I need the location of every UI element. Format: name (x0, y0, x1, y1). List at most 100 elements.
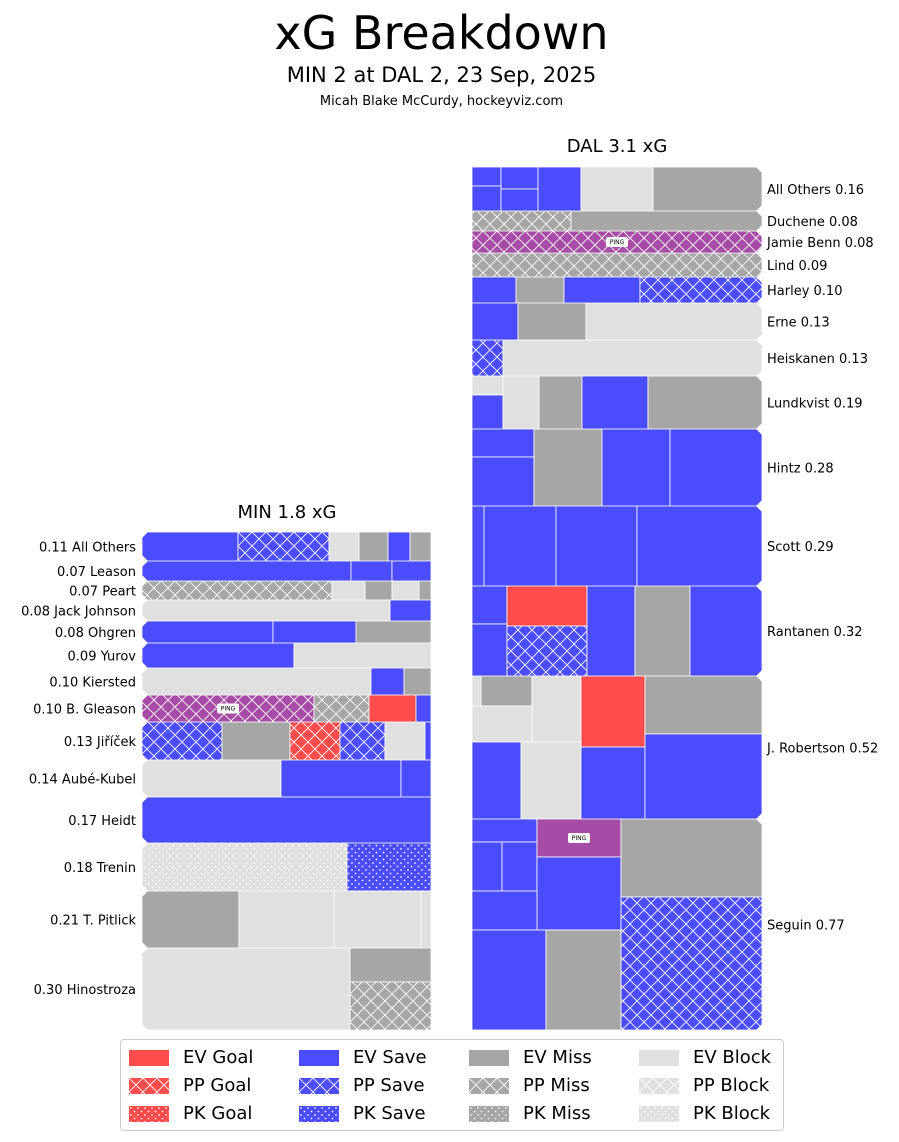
pp-hatch-overlay (507, 626, 587, 676)
dal-heiskanen-block-cell (502, 340, 762, 376)
dal-j-robertson-block-cell (531, 676, 582, 743)
min-player-yurov: 0.09 Yurov (68, 643, 431, 668)
pp-hatch-overlay (314, 695, 369, 722)
dal-scott-save-cell (472, 506, 485, 586)
min-peart-miss-cell (364, 581, 393, 600)
min-player-label: 0.07 Leason (57, 565, 136, 580)
dal-all-others-save-cell (500, 188, 539, 211)
dal-player-label: Rantanen 0.32 (767, 625, 863, 640)
dal-seguin-miss-cell (545, 929, 622, 1030)
legend-swatch (299, 1106, 339, 1122)
legend-label: EV Save (353, 1047, 427, 1068)
pp-hatch-overlay (350, 982, 431, 1030)
dal-player-scott: Scott 0.29 (472, 506, 834, 586)
min-b-gleason-save-cell (415, 695, 431, 722)
min-yurov-block-cell (293, 643, 431, 668)
dal-hintz-save-cell (472, 429, 535, 458)
min-hinostroza-miss-cell (349, 948, 431, 983)
min-jiricek-block-cell (384, 722, 426, 760)
min-aube-kubel-save-cell (400, 760, 431, 797)
min-player-ohgren: 0.08 Ohgren (55, 621, 431, 643)
dal-player-seguin: PING Seguin 0.77 (472, 819, 845, 1030)
dal-seguin-save-cell (472, 929, 547, 1030)
dal-harley-save-cell (472, 277, 517, 303)
min-player-label: 0.10 B. Gleason (33, 703, 136, 718)
dal-hintz-save-cell (601, 429, 671, 506)
min-player-label: 0.30 Hinostroza (34, 983, 136, 998)
min-peart-miss-cell (418, 581, 431, 600)
legend-item-ev-block: EV Block (639, 1044, 771, 1072)
min-jack-johnson-save-cell (389, 600, 431, 621)
dal-lundkvist-save-cell (472, 394, 504, 429)
dal-j-robertson-block-cell (520, 741, 582, 819)
pp-hatch-overlay (472, 211, 571, 231)
xg-treemap-chart: 0.11 All Others 0.07 Leason 0.07 Peart 0.08… (21, 167, 878, 1030)
dal-hintz-save-cell (669, 429, 762, 506)
pk-dot-overlay (347, 843, 431, 891)
dal-player-label: Seguin 0.77 (767, 919, 845, 934)
dal-player-label: Heiskanen 0.13 (767, 352, 868, 367)
min-player-label: 0.10 Kiersted (49, 676, 136, 691)
min-player-b-gleason: PING 0.10 B. Gleason (33, 695, 431, 722)
legend-swatch (469, 1106, 509, 1122)
min-leason-save-cell (391, 561, 431, 581)
legend-swatch (129, 1050, 169, 1066)
legend-swatch (129, 1106, 169, 1122)
dal-player-label: All Others 0.16 (767, 183, 864, 198)
min-all-others-miss-cell (409, 532, 431, 561)
pk-dot-overlay (142, 843, 347, 891)
dal-player-label: Lundkvist 0.19 (767, 397, 863, 412)
legend-item-pk-save: PK Save (299, 1100, 426, 1128)
pp-hatch-overlay (142, 581, 332, 600)
legend-label: PP Miss (523, 1075, 590, 1096)
min-t-pitlick-miss-cell (142, 891, 240, 948)
min-player-label: 0.07 Peart (69, 585, 136, 600)
dal-player-heiskanen: Heiskanen 0.13 (472, 340, 868, 376)
min-aube-kubel-save-cell (280, 760, 402, 797)
legend-swatch (639, 1078, 679, 1094)
min-jack-johnson-block-cell (142, 600, 391, 621)
dal-erne-block-cell (585, 303, 762, 340)
min-player-label: 0.08 Jack Johnson (21, 605, 136, 620)
dal-player-label: Duchene 0.08 (767, 215, 858, 230)
min-heidt-save-cell (142, 797, 431, 843)
legend-item-pp-block: PP Block (639, 1072, 769, 1100)
chart-title: xG Breakdown (274, 6, 609, 60)
legend-item-pp-goal: PP Goal (129, 1072, 251, 1100)
pp-hatch-overlay (340, 722, 385, 760)
dal-harley-save-cell (563, 277, 641, 303)
ping-badge (606, 237, 628, 247)
min-hinostroza-block-cell (142, 948, 351, 1030)
min-player-heidt: 0.17 Heidt (68, 797, 431, 843)
legend-swatch (129, 1078, 169, 1094)
dal-team-bars: All Others 0.16 Duchene 0.08 PING Jamie Ben… (472, 167, 878, 1030)
min-player-label: 0.11 All Others (39, 541, 136, 556)
dal-j-robertson-block-cell (472, 705, 533, 743)
legend-swatch (639, 1106, 679, 1122)
min-ohgren-save-cell (272, 621, 357, 643)
min-kiersted-block-cell (142, 668, 372, 695)
dal-all-others-block-cell (580, 167, 654, 211)
min-t-pitlick-block-cell (333, 891, 422, 948)
min-player-label: 0.14 Aubé-Kubel (29, 773, 136, 788)
dal-j-robertson-block-cell (472, 676, 482, 707)
credit-line: Micah Blake McCurdy, hockeyviz.com (319, 94, 564, 109)
dal-harley-miss-cell (515, 277, 565, 303)
dal-erne-save-cell (472, 303, 519, 340)
dal-lundkvist-block-cell (472, 376, 504, 396)
min-all-others-block-cell (328, 532, 360, 561)
legend-label: PP Save (353, 1075, 425, 1096)
min-leason-save-cell (142, 561, 352, 581)
dal-player-rantanen: Rantanen 0.32 (472, 586, 863, 676)
dal-player-hintz: Hintz 0.28 (472, 429, 834, 506)
dal-player-lundkvist: Lundkvist 0.19 (472, 376, 863, 429)
dal-lundkvist-miss-cell (538, 376, 583, 429)
legend-swatch (469, 1078, 509, 1094)
dal-j-robertson-save-cell (580, 746, 646, 819)
dal-lundkvist-miss-cell (647, 376, 762, 429)
min-player-label: 0.08 Ohgren (55, 626, 136, 641)
legend-label: EV Goal (183, 1047, 254, 1068)
legend: EV Goal PP Goal PK Goal EV Save PP Save PK Sa… (120, 1039, 784, 1131)
dal-player-label: Scott 0.29 (767, 540, 834, 555)
min-leason-save-cell (350, 561, 393, 581)
